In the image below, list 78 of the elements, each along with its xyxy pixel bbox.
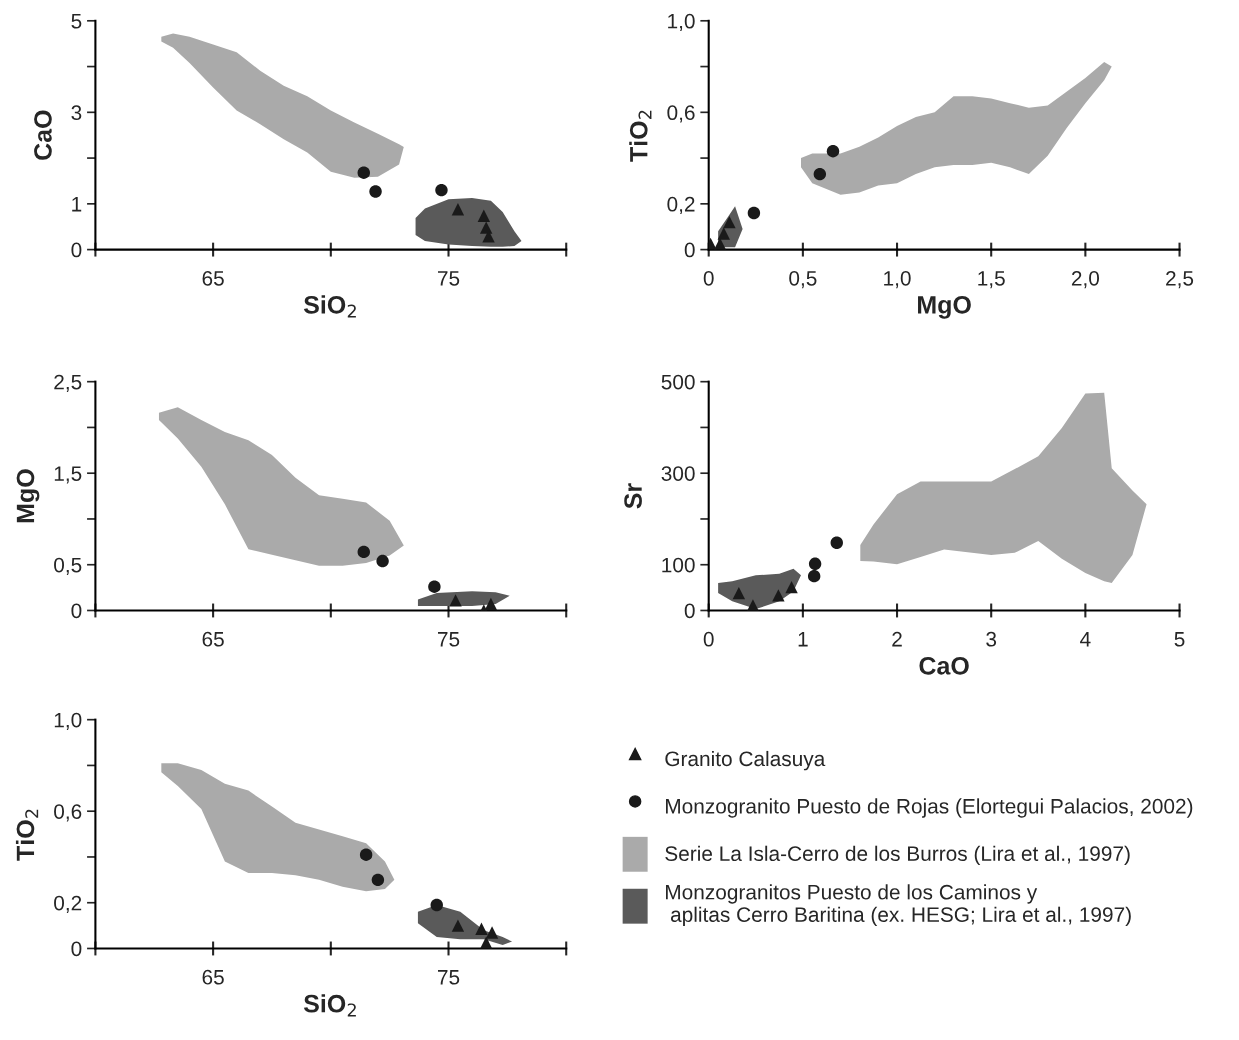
x-tick-label: 0,5	[789, 270, 817, 289]
point	[485, 926, 499, 939]
y-tick-label: 500	[661, 374, 695, 390]
point	[808, 557, 822, 571]
y-axis-title: CaO	[34, 110, 52, 160]
point	[785, 580, 798, 594]
point	[430, 898, 443, 912]
point	[369, 185, 382, 198]
x-tick-label: 1,0	[884, 270, 911, 289]
x-axis-title: SiO$_{2}$	[303, 295, 356, 318]
point	[376, 554, 389, 568]
point	[747, 206, 761, 220]
x-tick-label: 1	[798, 632, 808, 647]
y-tick-label: 0,6	[54, 804, 82, 822]
x-tick-label: 0	[703, 631, 714, 647]
x-tick-label: 65	[202, 969, 224, 985]
y-tick-label: 0,5	[54, 557, 82, 575]
x-tick-label: 75	[438, 271, 460, 286]
legend-label: Serie La Isla-Cerro de los Burros (Lira et al., 1997)	[665, 845, 1130, 866]
point	[479, 221, 493, 234]
y-tick-label: 5	[71, 14, 82, 29]
point	[435, 183, 448, 197]
point	[451, 203, 465, 216]
x-tick-label: 5	[1174, 632, 1185, 647]
x-tick-label: 2,5	[1166, 270, 1194, 289]
y-tick-label: 0	[71, 941, 82, 957]
point	[477, 209, 491, 222]
point	[359, 848, 373, 861]
y-tick-label: 0	[71, 242, 82, 258]
x-tick-label: 75	[438, 632, 460, 647]
point	[449, 594, 462, 607]
y-tick-label: 100	[662, 557, 695, 573]
y-axis-title: Sr	[624, 483, 642, 509]
y-tick-label: 0	[684, 603, 695, 619]
x-axis-title: CaO	[919, 656, 969, 675]
x-tick-label: 2,0	[1071, 270, 1100, 289]
point	[371, 873, 385, 887]
point	[428, 580, 441, 593]
x-tick-label: 0	[703, 270, 714, 286]
x-axis-title: SiO$_{2}$	[303, 994, 356, 1017]
point	[772, 589, 785, 602]
y-tick-label: 1,5	[54, 466, 82, 484]
point	[830, 536, 843, 549]
y-tick-label: 1,0	[54, 712, 82, 730]
x-tick-label: 65	[202, 631, 224, 647]
y-tick-label: 0,2	[54, 895, 82, 913]
x-tick-label: 3	[986, 631, 997, 647]
y-tick-label: 1,0	[668, 13, 695, 32]
y-axis-title: TiO$_{2}$	[15, 809, 39, 861]
x-tick-label: 2	[892, 631, 902, 647]
y-tick-label: 2,5	[54, 374, 82, 392]
legend-label: Monzogranito Puesto de Rojas (Elortegui Palacios, 2002)	[666, 798, 1193, 818]
point	[826, 145, 840, 158]
y-tick-label: 0,6	[667, 105, 695, 123]
point	[807, 569, 821, 583]
y-tick-label: 0,2	[667, 196, 695, 215]
point	[451, 919, 465, 932]
x-axis-title: MgO	[918, 295, 971, 319]
point	[475, 922, 488, 936]
point	[732, 586, 746, 600]
y-axis-title: TiO$_{2}$	[629, 110, 652, 162]
y-axis-title: MgO	[16, 469, 40, 523]
x-tick-label: 1,5	[978, 271, 1005, 289]
y-tick-label: 0	[684, 242, 695, 258]
x-tick-label: 4	[1080, 632, 1091, 647]
point	[813, 167, 827, 181]
x-tick-label: 75	[438, 970, 460, 985]
point	[357, 166, 370, 179]
legend-label: Granito Calasuya	[665, 750, 826, 771]
point	[717, 227, 730, 240]
y-tick-label: 1	[72, 197, 82, 212]
legend-label: Monzogranitos Puesto de los Caminos y aplitas Cerro Baritina (ex. HESG; Lira et al., 1997)	[666, 884, 1131, 927]
point	[484, 597, 498, 611]
y-tick-label: 3	[71, 105, 82, 121]
y-tick-label: 300	[661, 466, 695, 481]
y-tick-label: 0	[71, 603, 82, 619]
x-tick-label: 65	[202, 270, 224, 286]
point	[357, 545, 370, 559]
